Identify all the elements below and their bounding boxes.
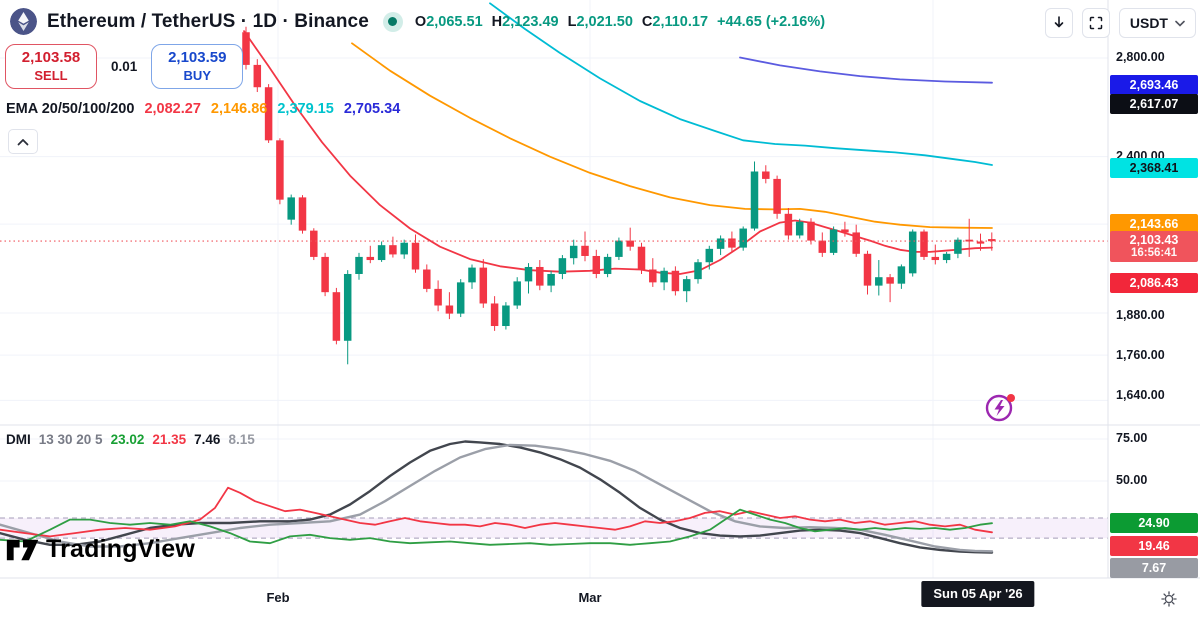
high-label: H	[491, 13, 503, 30]
symbol-header: Ethereum / TetherUS · 1D · Binance O2,06…	[10, 8, 825, 35]
time-crosshair-chip: Sun 05 Apr '26	[921, 581, 1035, 607]
price-axis-chip: 2,368.41	[1110, 158, 1198, 178]
trade-panel: 2,103.58 SELL 0.01 2,103.59 BUY	[5, 44, 244, 89]
chevron-down-icon	[1175, 20, 1185, 27]
price-axis-label: 1,640.00	[1116, 388, 1165, 402]
ohlc-values: O2,065.51 H2,123.49 L2,021.50 C2,110.17 …	[415, 14, 825, 30]
time-axis-label: Mar	[578, 590, 602, 605]
pane-separators	[0, 0, 1200, 579]
ema-legend-label: EMA 20/50/100/200	[6, 101, 135, 117]
ema100-value: 2,379.15	[277, 101, 334, 117]
price-axis-chip: 7.67	[1110, 558, 1198, 578]
price-axis[interactable]: 2,800.00 2,400.00 1,880.00 1,760.00 1,640.00…	[1108, 0, 1200, 580]
dmi-legend-label: DMI	[6, 432, 31, 447]
dmi-di-minus-value: 21.35	[152, 432, 187, 447]
ema-legend[interactable]: EMA 20/50/100/200 2,082.27 2,146.86 2,37…	[6, 101, 400, 117]
collapse-panel-button[interactable]	[8, 129, 38, 154]
dmi-adx-value: 7.46	[194, 432, 221, 447]
axis-settings-button[interactable]	[1154, 584, 1184, 614]
ema20-value: 2,082.27	[144, 101, 201, 117]
sell-price: 2,103.58	[21, 49, 81, 66]
price-axis-label: 50.00	[1116, 473, 1148, 487]
time-axis[interactable]: Feb Mar Sun 05 Apr '26	[0, 578, 1200, 624]
tradingview-watermark: TradingView	[6, 535, 195, 564]
ema200-value: 2,705.34	[343, 101, 401, 117]
currency-selector[interactable]: USDT	[1118, 8, 1196, 38]
symbol-title[interactable]: Ethereum / TetherUS · 1D · Binance	[47, 10, 369, 32]
close-label: C	[641, 13, 653, 30]
fullscreen-icon	[1089, 16, 1103, 30]
lightning-icon	[985, 394, 1015, 422]
ema50-value: 2,146.86	[210, 101, 268, 117]
open-value: 2,065.51	[426, 13, 483, 30]
close-value: 2,110.17	[652, 13, 709, 30]
price-axis-label: 2,800.00	[1116, 50, 1165, 64]
ema-line-ema20	[243, 30, 993, 275]
price-axis-chip: 2,086.43	[1110, 273, 1198, 293]
price-axis-label: 1,880.00	[1116, 308, 1165, 322]
buy-button[interactable]: 2,103.59 BUY	[151, 44, 244, 89]
price-axis-label: 1,760.00	[1116, 348, 1165, 362]
fullscreen-button[interactable]	[1081, 8, 1110, 38]
price-axis-chip: 2,143.66	[1110, 214, 1198, 234]
buy-price: 2,103.59	[168, 49, 227, 66]
chevron-up-icon	[17, 138, 29, 145]
sell-label: SELL	[34, 67, 68, 83]
ethereum-logo-icon	[10, 8, 37, 35]
current-price-chip: 2,103.43 16:56:41	[1110, 231, 1198, 262]
ema-line-ema200	[739, 56, 993, 84]
candles-layer	[242, 26, 996, 365]
watermark-text: TradingView	[46, 535, 196, 563]
price-axis-chip: 2,617.07	[1110, 94, 1198, 114]
high-value: 2,123.49	[502, 13, 559, 30]
ema-line-ema50	[351, 42, 993, 229]
flash-alert-button[interactable]	[984, 391, 1017, 424]
market-status-icon[interactable]	[382, 11, 403, 32]
ema-line-ema100	[489, 2, 993, 166]
price-axis-chip: 2,693.46	[1110, 75, 1198, 95]
spread-value: 0.01	[111, 59, 138, 74]
download-icon	[1054, 16, 1064, 28]
currency-label: USDT	[1129, 15, 1168, 31]
price-axis-chip: 24.90	[1110, 513, 1198, 533]
sell-button[interactable]: 2,103.58 SELL	[5, 44, 97, 89]
dmi-line-di	[0, 508, 993, 546]
download-button[interactable]	[1044, 8, 1073, 38]
buy-label: BUY	[183, 67, 211, 83]
top-toolbar: USDT	[1044, 8, 1196, 38]
dmi-adxr-value: 8.15	[228, 432, 255, 447]
bar-countdown: 16:56:41	[1130, 247, 1178, 260]
tradingview-logo-icon	[6, 539, 39, 560]
dmi-params: 13 30 20 5	[38, 432, 103, 447]
dmi-di-plus-value: 23.02	[110, 432, 145, 447]
current-price-value: 2,103.43	[1129, 233, 1179, 247]
gear-icon	[1161, 591, 1177, 607]
dmi-line-di	[0, 486, 993, 538]
dmi-legend[interactable]: DMI 13 30 20 5 23.02 21.35 7.46 8.15	[6, 432, 255, 447]
low-value: 2,021.50	[576, 13, 633, 30]
price-axis-chip: 19.46	[1110, 536, 1198, 556]
open-label: O	[414, 13, 427, 30]
price-axis-label: 75.00	[1116, 431, 1148, 445]
change-value: +44.65 (+2.16%)	[717, 13, 826, 30]
time-axis-label: Feb	[266, 590, 290, 605]
low-label: L	[567, 13, 577, 30]
